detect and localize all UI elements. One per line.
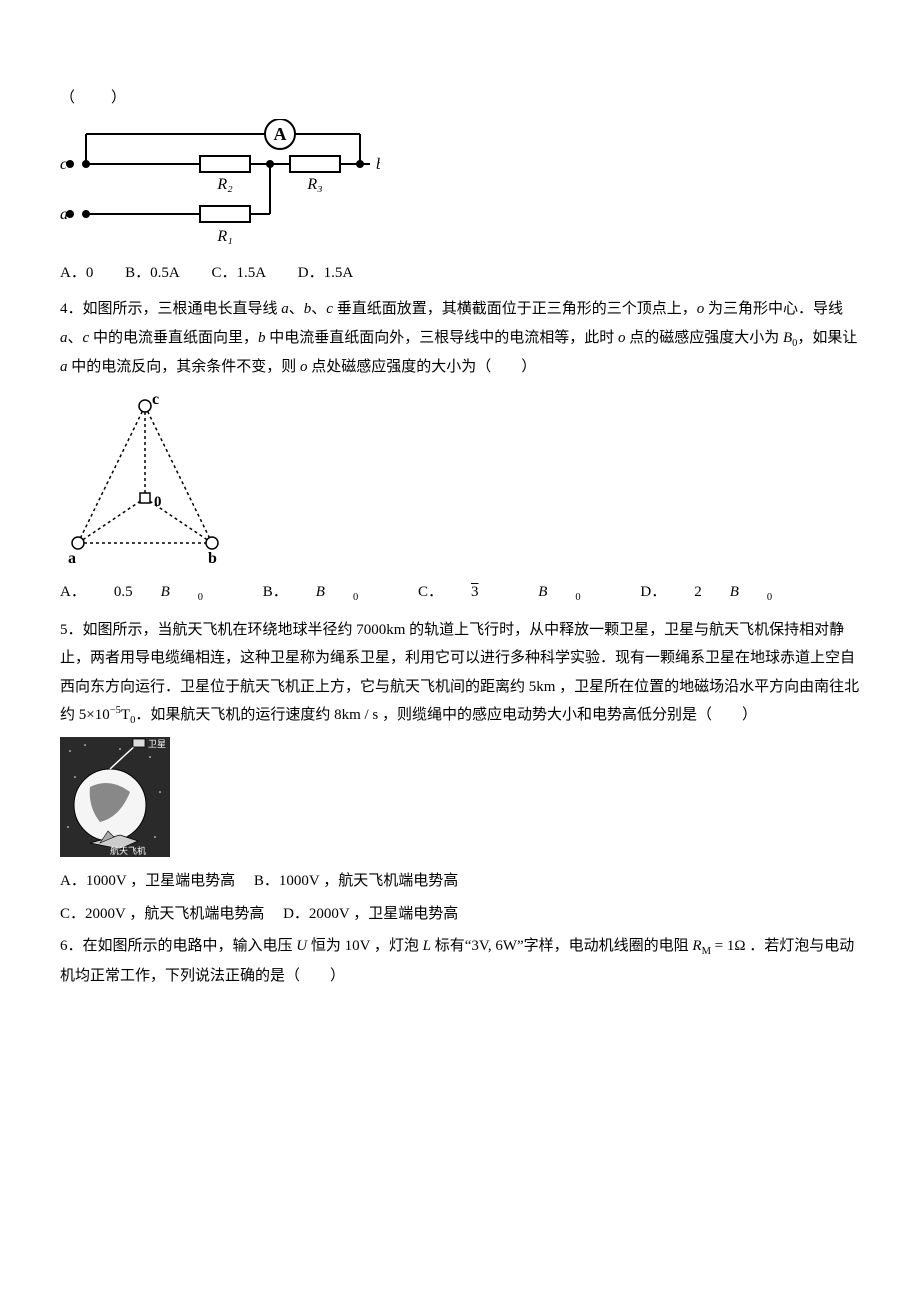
svg-text:0: 0 [154, 494, 162, 510]
q5-option-A: A．1000V ，卫星端电势高 [60, 873, 235, 889]
q3-option-A: A．0 [60, 265, 93, 281]
q5-option-C: C．2000V ，航天飞机端电势高 [60, 906, 264, 922]
svg-text:A: A [274, 124, 287, 144]
q5-figure: 卫星 航天飞机 [60, 737, 860, 857]
svg-text:R₂: R₂ [216, 176, 233, 193]
q4-option-A: A．0.5B0 [60, 584, 231, 600]
svg-text:c: c [60, 156, 67, 173]
svg-text:a: a [68, 550, 76, 567]
svg-text:卫星: 卫星 [148, 739, 166, 749]
q3-option-C: C．1.5A [211, 265, 266, 281]
svg-text:航天飞机: 航天飞机 [110, 845, 146, 856]
q4-option-D: D．2B0 [640, 584, 800, 600]
q3-circuit: A c a b R₂ R₃ R₁ [60, 119, 860, 249]
q3-option-B: B．0.5A [125, 265, 180, 281]
q3-option-D: D．1.5A [298, 265, 353, 281]
svg-text:b: b [376, 156, 380, 173]
q3-options: A．0 B．0.5A C．1.5A D．1.5A [60, 259, 860, 288]
q3-paren: （ ） [60, 84, 860, 113]
svg-text:c: c [152, 391, 159, 408]
q4-options: A．0.5B0 B．B0 C．3 B0 D．2B0 [60, 578, 860, 608]
q5-option-D: D．2000V ，卫星端电势高 [283, 906, 458, 922]
q4-option-B: B．B0 [263, 584, 386, 600]
q6-stem: 6．在如图所示的电路中，输入电压 U 恒为 10V ，灯泡 L 标有“3V, 6… [60, 932, 860, 990]
q5-options-row1: A．1000V ，卫星端电势高 B．1000V ，航天飞机端电势高 [60, 867, 860, 896]
q4-stem: 4．如图所示，三根通电长直导线 a、b、c 垂直纸面放置，其横截面位于正三角形的… [60, 295, 860, 382]
q5-stem: 5．如图所示，当航天飞机在环绕地球半径约 7000km 的轨道上飞行时，从中释放… [60, 616, 860, 731]
q4-option-C: C．3 B0 [418, 584, 609, 600]
svg-text:R₁: R₁ [216, 228, 232, 245]
svg-text:b: b [208, 550, 217, 567]
q5-option-B: B．1000V ，航天飞机端电势高 [254, 873, 458, 889]
svg-text:R₃: R₃ [306, 176, 322, 193]
q5-options-row2: C．2000V ，航天飞机端电势高 D．2000V ，卫星端电势高 [60, 900, 860, 929]
svg-text:a: a [60, 206, 68, 223]
q4-triangle: c a b 0 [60, 388, 860, 568]
